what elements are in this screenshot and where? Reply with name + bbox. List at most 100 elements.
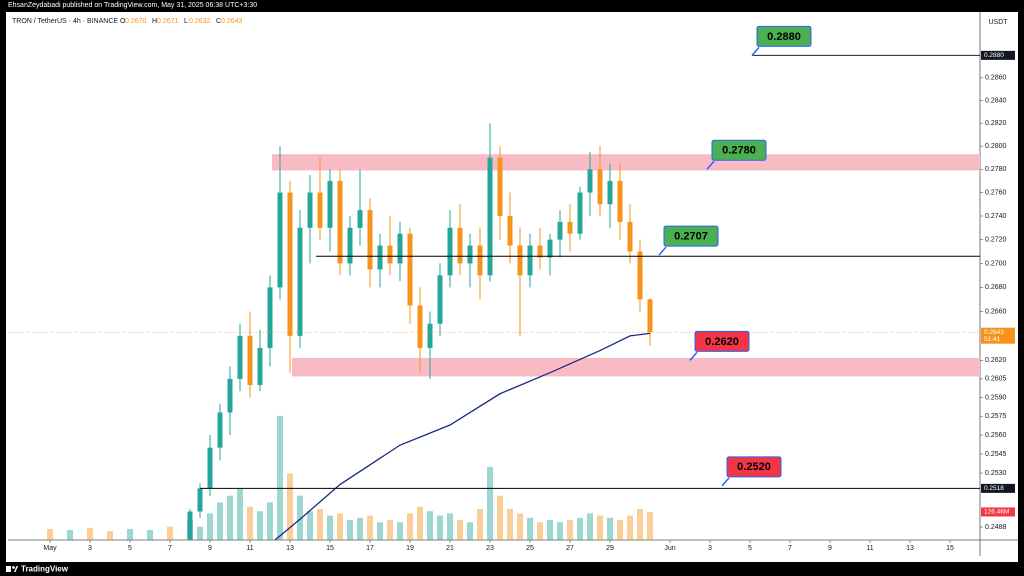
- axis-marker: [981, 50, 1015, 60]
- header: EhsanZeydabadi published on TradingView.…: [8, 2, 257, 9]
- candle-body: [547, 239, 553, 258]
- volume-bar: [207, 513, 213, 540]
- axis-marker: [981, 483, 1015, 493]
- volume-bar: [217, 502, 223, 540]
- volume-bar: [257, 511, 263, 540]
- callout-box: [756, 25, 812, 47]
- legend-key: O: [120, 18, 126, 25]
- volume-bar: [357, 517, 363, 540]
- y-tick-label: 0.2560: [985, 432, 1007, 439]
- legend-value: 0.2643: [221, 18, 243, 25]
- legend-value: 0.2632: [189, 18, 211, 25]
- y-tick-label: 0.2740: [985, 213, 1007, 220]
- candle-body: [317, 192, 323, 228]
- x-tick-label: 3: [88, 545, 92, 552]
- volume-bar: [47, 528, 53, 540]
- candle-body: [507, 216, 513, 246]
- x-tick-label: 29: [606, 545, 614, 552]
- candle-body: [307, 192, 313, 228]
- legend-key: L: [184, 18, 188, 25]
- legend-value: 0.2671: [157, 18, 179, 25]
- candle-body: [527, 245, 533, 276]
- x-tick-label: 27: [566, 545, 574, 552]
- candle-body: [477, 245, 483, 276]
- volume-bar: [627, 515, 633, 540]
- x-tick-label: 7: [168, 545, 172, 552]
- volume-bar: [197, 526, 203, 540]
- candle-body: [487, 157, 493, 276]
- volume-bar: [607, 517, 613, 540]
- candle-body: [397, 233, 403, 264]
- volume-bar: [67, 530, 73, 540]
- volume-bar: [327, 515, 333, 540]
- callout-label: 0.2620: [705, 336, 739, 348]
- volume-bar: [127, 528, 133, 540]
- legend-key: C: [216, 18, 221, 25]
- volume-bar: [437, 515, 443, 540]
- panel: [6, 12, 1018, 562]
- candle-body: [647, 299, 653, 333]
- candle-body: [217, 412, 223, 448]
- x-tick-label: 15: [326, 545, 334, 552]
- volume-bar: [647, 511, 653, 540]
- volume-bar: [527, 517, 533, 540]
- candle-body: [237, 335, 243, 379]
- x-tick-label: Jun: [664, 545, 675, 552]
- callout-pointer: [658, 246, 667, 256]
- callout-label: 0.2880: [767, 31, 801, 43]
- candle-body: [227, 378, 233, 413]
- volume-bar: [467, 522, 473, 540]
- candle-body: [637, 251, 643, 300]
- candle-body: [437, 275, 443, 324]
- volume-bar: [107, 531, 113, 540]
- candle-body: [357, 210, 363, 228]
- y-tick-label: 0.2660: [985, 308, 1007, 315]
- volume-bar: [317, 508, 323, 540]
- volume-bar: [397, 522, 403, 540]
- y-tick-label: 0.2530: [985, 470, 1007, 477]
- y-tick-label: 0.2780: [985, 166, 1007, 173]
- footer-logo: [6, 566, 18, 572]
- x-tick-label: 11: [246, 545, 253, 552]
- callout-label: 0.2707: [674, 230, 708, 242]
- x-tick-label: 13: [906, 545, 914, 552]
- candle-body: [577, 192, 583, 234]
- volume-bar: [297, 495, 303, 540]
- candle-body: [197, 488, 203, 512]
- callout-pointer: [689, 351, 698, 361]
- y-tick-label: 0.2620: [985, 357, 1007, 364]
- callout-pointer: [721, 477, 730, 487]
- countdown: 51:41: [984, 336, 1001, 343]
- candle-body: [277, 192, 283, 288]
- candle-body: [557, 221, 563, 240]
- volume-bar: [407, 513, 413, 540]
- volume-bar: [507, 508, 513, 540]
- volume-bar: [567, 520, 573, 540]
- y-tick-label: 0.2720: [985, 236, 1007, 243]
- candle-body: [387, 245, 393, 264]
- volume-bar: [637, 508, 643, 540]
- candle-body: [327, 180, 333, 228]
- callout-box: [663, 225, 719, 247]
- volume-bar: [267, 502, 273, 540]
- volume-bar: [247, 506, 253, 540]
- x-tick-label: 11: [866, 545, 873, 552]
- candle-body: [447, 227, 453, 276]
- volume-bar: [147, 530, 153, 540]
- axis-marker-label: 0.2643: [984, 329, 1004, 336]
- volume-bar: [337, 513, 343, 540]
- volume-bar: [447, 513, 453, 540]
- chart-title: TRON / TetherUS · 4h · BINANCE: [12, 18, 118, 25]
- volume-bar: [427, 511, 433, 540]
- volume-bar: [487, 466, 493, 540]
- volume-bar: [227, 495, 233, 540]
- y-tick-label: 0.2820: [985, 120, 1007, 127]
- y-tick-label: 0.2700: [985, 260, 1007, 267]
- callout-box: [726, 456, 782, 478]
- volume-bar: [577, 517, 583, 540]
- y-tick-label: 0.2680: [985, 284, 1007, 291]
- x-tick-label: 9: [828, 545, 832, 552]
- volume-bar: [237, 489, 243, 540]
